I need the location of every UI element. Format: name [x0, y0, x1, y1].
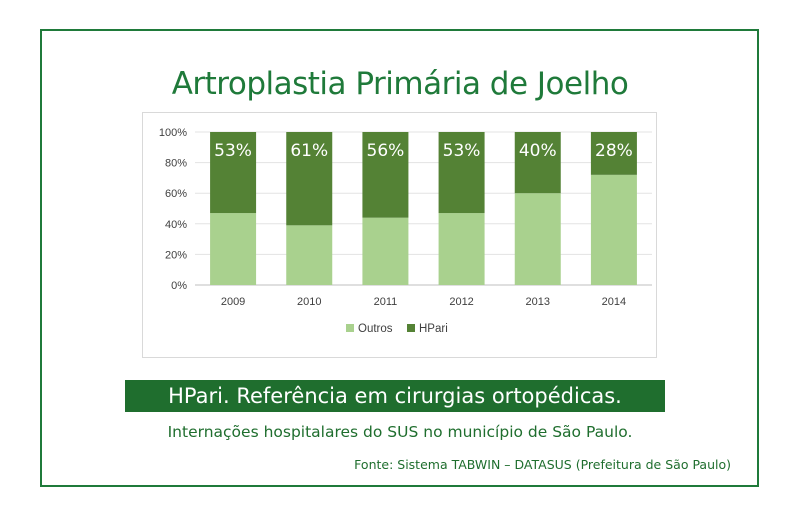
- x-tick-label: 2013: [526, 296, 550, 308]
- stacked-bar-chart: 0% 20% 40% 60% 80% 100% 53% 2009 61% 2010 56% 2011 5…: [159, 127, 652, 335]
- chart-title: Artroplastia Primária de Joelho: [171, 66, 629, 102]
- bar-outros: [438, 213, 485, 285]
- data-label: 61%: [290, 141, 328, 161]
- bar-outros: [590, 174, 637, 285]
- data-label: 53%: [214, 141, 252, 161]
- bar-outros: [362, 217, 409, 285]
- x-tick-label: 2009: [221, 296, 245, 308]
- bar-hpari: [514, 132, 561, 194]
- bar-outros: [286, 225, 333, 285]
- card-frame: [40, 29, 759, 487]
- legend-swatch-hpari: [407, 324, 415, 332]
- data-label: 56%: [367, 141, 405, 161]
- legend-label-hpari: HPari: [419, 323, 448, 335]
- data-label: 53%: [443, 141, 481, 161]
- y-tick-label: 40%: [165, 219, 187, 231]
- chart-area: 0% 20% 40% 60% 80% 100% 53% 2009 61% 2010 56% 2011 5…: [142, 112, 657, 358]
- bar-outros: [514, 193, 561, 285]
- bar-outros: [210, 213, 257, 285]
- legend-swatch-outros: [346, 324, 354, 332]
- banner: HPari. Referência em cirurgias ortopédic…: [125, 380, 665, 412]
- data-label: 40%: [519, 141, 557, 161]
- source-note: Fonte: Sistema TABWIN – DATASUS (Prefeit…: [354, 457, 731, 472]
- legend-label-outros: Outros: [358, 323, 393, 335]
- x-tick-label: 2011: [374, 296, 398, 308]
- y-tick-label: 60%: [165, 188, 187, 200]
- y-tick-label: 0%: [171, 280, 187, 292]
- bar-hpari: [210, 132, 257, 214]
- bar-hpari: [438, 132, 485, 214]
- bar-hpari: [590, 132, 637, 175]
- y-tick-label: 80%: [165, 158, 187, 170]
- bar-hpari: [362, 132, 409, 218]
- subtitle: Internações hospitalares do SUS no munic…: [167, 423, 633, 441]
- x-tick-label: 2010: [297, 296, 321, 308]
- y-tick-label: 100%: [159, 127, 187, 139]
- x-tick-label: 2012: [449, 296, 473, 308]
- bar-hpari: [286, 132, 333, 226]
- y-tick-label: 20%: [165, 249, 187, 261]
- data-label: 28%: [595, 141, 633, 161]
- x-tick-label: 2014: [602, 296, 626, 308]
